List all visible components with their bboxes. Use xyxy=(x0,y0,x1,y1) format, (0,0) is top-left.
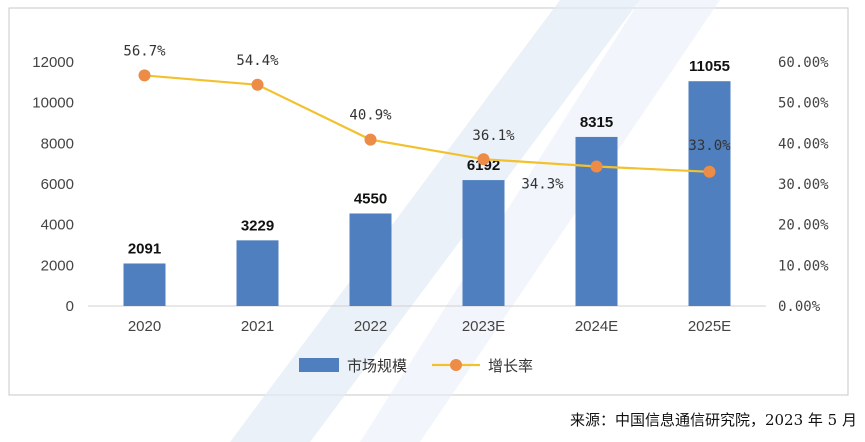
watermark xyxy=(230,0,720,442)
right-axis: 0.00% 10.00% 20.00% 30.00% 40.00% 50.00% 60.00… xyxy=(778,55,829,315)
y-left-tick-label: 10000 xyxy=(32,95,74,112)
legend-swatch-bar xyxy=(299,358,339,372)
y-right-tick-label: 30.00% xyxy=(778,177,829,193)
bar xyxy=(236,240,279,306)
bar xyxy=(123,263,166,306)
growth-data-label: 33.0% xyxy=(688,138,731,154)
bar xyxy=(349,213,392,306)
y-left-tick-label: 2000 xyxy=(41,257,74,274)
growth-data-label: 54.4% xyxy=(236,53,279,69)
bar-data-label: 3229 xyxy=(241,217,274,234)
bar-data-label: 6192 xyxy=(467,157,500,174)
bar-data-label: 8315 xyxy=(580,114,613,131)
bar-data-label: 11055 xyxy=(689,58,730,75)
bar-data-label: 2091 xyxy=(128,240,161,257)
growth-data-label: 40.9% xyxy=(349,108,392,124)
bar xyxy=(462,180,505,306)
legend: 市场规模 增长率 xyxy=(299,357,533,375)
bar xyxy=(688,81,731,306)
y-left-tick-label: 6000 xyxy=(41,176,74,193)
y-left-tick-label: 0 xyxy=(66,298,74,315)
x-tick-label: 2025E xyxy=(688,318,731,335)
growth-data-label: 36.1% xyxy=(472,128,515,144)
growth-point xyxy=(138,69,151,82)
y-left-tick-label: 8000 xyxy=(41,135,74,152)
watermark-stripe xyxy=(230,0,640,442)
y-right-tick-label: 50.00% xyxy=(778,96,829,112)
y-right-tick-label: 10.00% xyxy=(778,258,829,274)
growth-point xyxy=(703,165,716,178)
y-right-tick-label: 0.00% xyxy=(778,299,821,315)
y-left-tick-label: 4000 xyxy=(41,217,74,234)
legend-label: 增长率 xyxy=(488,357,533,375)
growth-data-label: 34.3% xyxy=(521,177,564,193)
watermark-stripe xyxy=(360,0,720,442)
source-note: 来源：中国信息通信研究院，2023 年 5 月 xyxy=(569,411,857,429)
x-tick-label: 2020 xyxy=(128,318,161,335)
legend-label: 市场规模 xyxy=(347,357,407,375)
growth-point xyxy=(477,153,490,166)
y-right-tick-label: 40.00% xyxy=(778,136,829,152)
growth-line xyxy=(144,74,710,173)
x-tick-label: 2022 xyxy=(354,318,387,335)
y-right-tick-label: 60.00% xyxy=(778,55,829,71)
bar-data-label: 4550 xyxy=(354,190,387,207)
y-left-tick-label: 12000 xyxy=(32,54,74,71)
y-right-tick-label: 20.00% xyxy=(778,218,829,234)
legend-swatch-marker xyxy=(450,359,462,371)
growth-data-label: 56.7% xyxy=(123,43,166,59)
line-series: 56.7% 54.4% 40.9% 36.1% 34.3% 33.0% xyxy=(123,43,731,192)
bar-labels: 2091 3229 4550 6192 8315 11055 xyxy=(128,58,730,257)
growth-point xyxy=(251,78,264,91)
x-tick-label: 2021 xyxy=(241,318,274,335)
left-axis: 0 2000 4000 6000 8000 10000 12000 xyxy=(32,54,74,315)
growth-point xyxy=(364,133,377,146)
growth-point xyxy=(590,160,603,173)
x-tick-label: 2024E xyxy=(575,318,618,335)
x-tick-label: 2023E xyxy=(462,318,505,335)
x-axis: 2020 2021 2022 2023E 2024E 2025E xyxy=(128,318,731,335)
